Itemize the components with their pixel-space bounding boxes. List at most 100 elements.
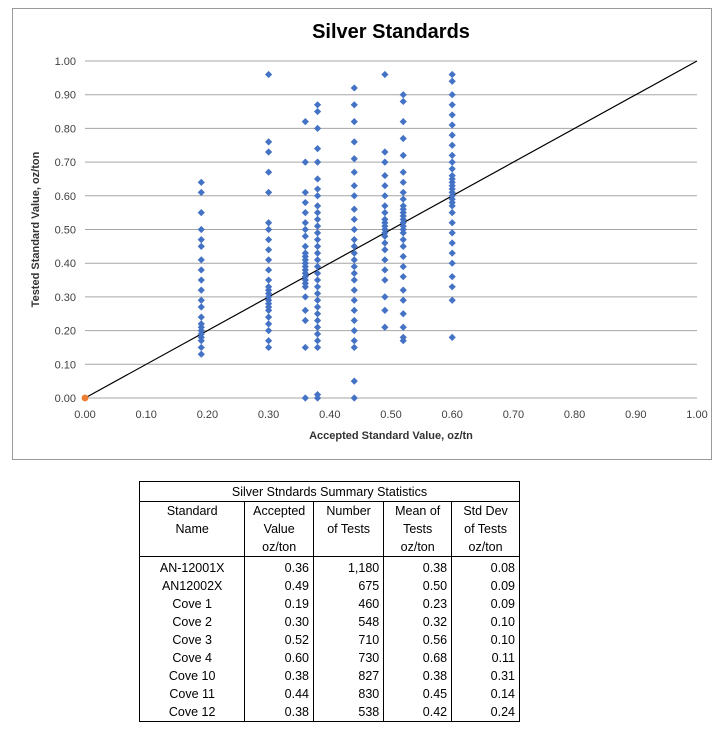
table-header-row: Standard Name Accepted Value oz/ton Number o… [138,501,520,557]
data-point [313,323,322,331]
standard-name-cell: Cove 1 [138,595,246,613]
data-point [313,296,322,304]
data-point [399,323,407,331]
data-point [399,296,407,304]
data-point [313,192,322,200]
data-point [313,124,322,132]
data-point [399,188,407,197]
data-point [448,273,456,281]
y-tick-label: 0.40 [55,258,76,270]
y-tick-label: 0.30 [55,292,76,304]
data-point [350,192,358,200]
header-standard-name: Standard Name [138,501,246,557]
data-point [350,327,358,335]
x-tick-label: 0.90 [625,409,646,421]
table-cell: 460 [313,595,385,613]
table-cell: 538 [313,703,385,722]
standard-name-cell: Cove 4 [138,649,246,667]
summary-table: Silver Stndards Summary Statistics Stand… [138,481,520,722]
data-point [197,188,205,197]
data-point [350,182,358,190]
data-point [399,310,407,318]
data-point [301,242,309,250]
data-point [381,158,389,166]
data-point [197,303,205,311]
data-point [399,242,407,250]
data-point [350,236,358,244]
data-point [301,225,309,234]
data-point [313,202,322,210]
data-point [350,118,358,126]
data-point [399,118,407,126]
data-point [265,256,273,264]
y-tick-label: 0.90 [55,90,76,102]
table-cell: 0.38 [244,703,315,722]
data-point [448,249,456,257]
data-point [301,219,309,227]
data-point [448,151,456,159]
table-cell: 0.52 [244,631,315,649]
table-cell: 0.24 [451,703,520,722]
table-cell: 0.44 [244,685,315,703]
data-point [313,316,322,325]
data-point [350,168,358,176]
table-cell: 0.49 [244,577,315,595]
data-point [448,111,456,119]
data-point [265,138,273,146]
data-point [265,343,273,352]
reference-line [84,60,698,399]
standard-name-cell: Cove 12 [138,703,246,722]
data-point [350,205,358,213]
scatter-chart: Silver Standards 0.00 0.10 0.20 0.30 0.40 0.50… [30,21,708,442]
data-point [399,202,407,210]
x-tick-label: 0.00 [74,409,95,421]
data-point [197,276,205,284]
data-point [301,343,309,352]
data-point [350,316,358,325]
data-point [350,343,358,352]
table-cell: 0.10 [451,613,520,631]
data-point [197,209,205,217]
data-point [350,84,358,92]
data-point [301,118,309,126]
data-point [350,394,358,402]
data-point [448,77,456,85]
data-point [350,262,358,271]
data-point [265,246,273,254]
data-point [313,185,322,193]
standard-name-cell: Cove 3 [138,631,246,649]
data-point [448,101,456,109]
table-row: Cove 12 0.38 538 0.42 0.24 [138,703,520,722]
table-cell: 0.32 [383,613,453,631]
x-tick-label: 0.10 [135,409,156,421]
table-cell: 0.50 [383,577,453,595]
chart-title: Silver Standards [312,21,470,43]
data-point [301,158,309,166]
data-point [197,286,205,294]
data-point [265,276,273,284]
data-point [381,276,389,284]
x-tick-label: 0.70 [503,409,524,421]
data-point [381,239,389,247]
data-point [381,192,389,200]
data-point [265,283,273,291]
data-point [313,215,322,223]
data-point [399,273,407,281]
table-cell: 548 [313,613,385,631]
y-tick-label: 0.20 [55,326,76,338]
data-point [448,121,456,129]
data-point [399,262,407,271]
table-cell: 0.23 [383,595,453,613]
data-point [399,236,407,244]
data-point [350,242,358,250]
data-point [313,158,322,166]
data-point [399,286,407,294]
data-point [448,141,456,149]
y-tick-label: 0.80 [55,123,76,135]
data-point [313,209,322,217]
data-point [350,337,358,345]
data-point [381,306,389,314]
standard-name-cell: AN12002X [138,577,246,595]
table-row: Cove 4 0.60 730 0.68 0.11 [138,649,520,667]
table-row: AN-12001X 0.36 1,180 0.38 0.08 [138,556,520,577]
